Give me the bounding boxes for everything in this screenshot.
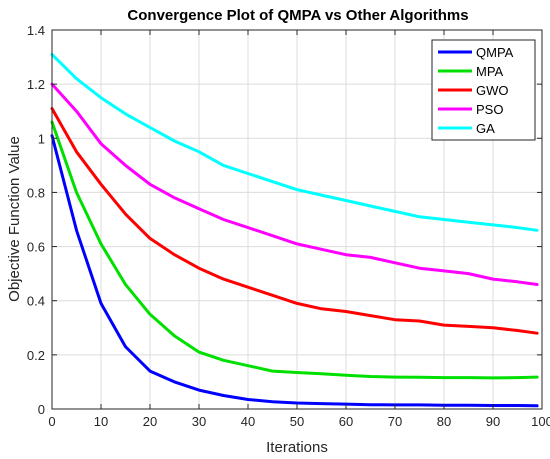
x-tick-label: 20 (143, 414, 157, 429)
x-axis-label: Iterations (266, 439, 328, 456)
x-tick-label: 0 (48, 414, 55, 429)
y-tick-label: 0 (38, 402, 45, 417)
y-tick-label: 1 (38, 131, 45, 146)
series-line-ga (50, 52, 539, 232)
series-lines (50, 52, 539, 408)
legend-label-gwo: GWO (476, 83, 509, 98)
y-tick-label: 1.2 (27, 77, 45, 92)
y-axis-label: Objective Function Value (6, 136, 23, 302)
series-line-qmpa (50, 134, 539, 408)
legend-label-ga: GA (476, 121, 495, 136)
series-line-pso (50, 82, 539, 286)
y-tick-label: 0.6 (27, 240, 45, 255)
x-axis-ticks: 0 10 20 30 40 50 60 70 80 90 100 (48, 30, 550, 429)
chart-title: Convergence Plot of QMPA vs Other Algori… (127, 7, 468, 24)
x-tick-label: 80 (437, 414, 451, 429)
y-tick-label: 0.8 (27, 185, 45, 200)
x-tick-label: 50 (290, 414, 304, 429)
x-tick-label: 10 (94, 414, 108, 429)
y-tick-label: 1.4 (27, 23, 45, 38)
x-tick-label: 90 (486, 414, 500, 429)
x-tick-label: 30 (192, 414, 206, 429)
series-line-gwo (50, 107, 539, 335)
legend-label-qmpa: QMPA (476, 45, 514, 60)
y-tick-label: 0.4 (27, 294, 45, 309)
y-tick-label: 0.2 (27, 348, 45, 363)
x-tick-label: 100 (531, 414, 550, 429)
x-tick-label: 60 (339, 414, 353, 429)
y-axis-ticks: 0 0.2 0.4 0.6 0.8 1 1.2 1.4 (27, 23, 542, 417)
x-tick-label: 40 (241, 414, 255, 429)
legend-label-pso: PSO (476, 102, 503, 117)
legend-label-mpa: MPA (476, 64, 504, 79)
x-tick-label: 70 (388, 414, 402, 429)
legend: QMPA MPA GWO PSO GA (431, 39, 536, 141)
series-line-mpa (50, 120, 539, 380)
